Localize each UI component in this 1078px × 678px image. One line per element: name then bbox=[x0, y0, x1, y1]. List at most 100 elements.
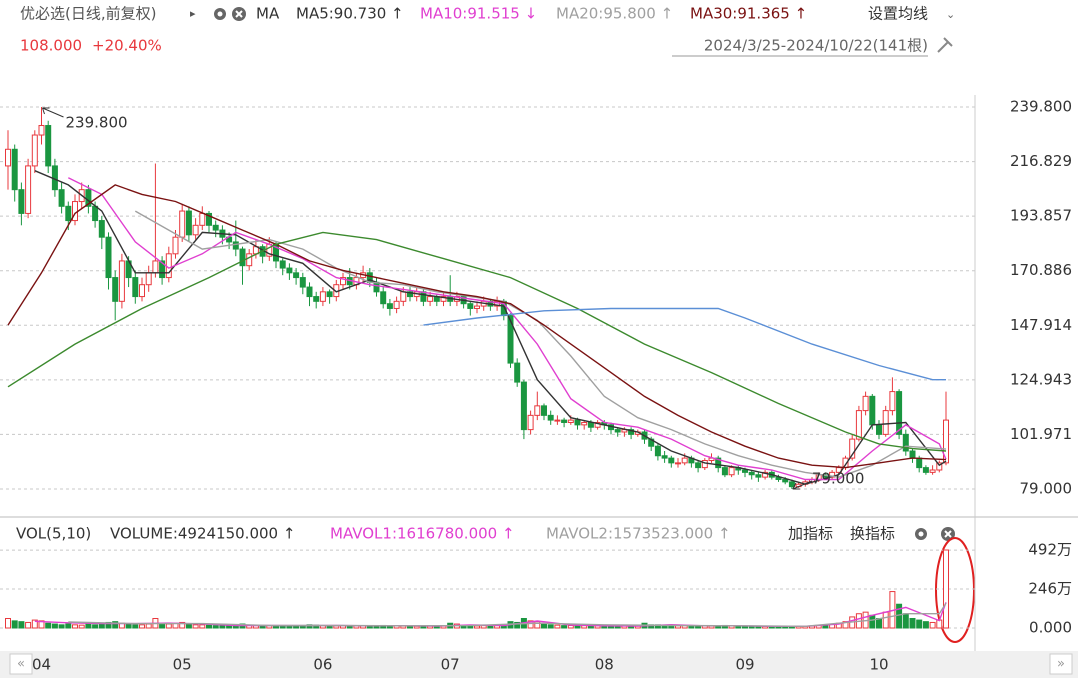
volume-bar bbox=[206, 624, 212, 629]
candle-body bbox=[715, 457, 722, 469]
date-range: 2024/3/25-2024/10/22(141根) bbox=[704, 37, 928, 55]
volume-bar bbox=[554, 624, 561, 629]
candle-body bbox=[520, 381, 527, 431]
close-icon[interactable] bbox=[232, 7, 246, 21]
candle-body bbox=[45, 125, 52, 167]
volume-bar bbox=[18, 621, 25, 629]
volume-bar bbox=[882, 611, 889, 629]
ma-label: MA bbox=[256, 5, 280, 23]
candle-body bbox=[145, 272, 152, 286]
candle-body bbox=[25, 165, 32, 214]
candle-body bbox=[340, 277, 346, 286]
candle-body bbox=[279, 260, 286, 269]
volume-bar bbox=[5, 617, 11, 629]
volume-bar bbox=[226, 625, 233, 629]
ma-settings[interactable]: 设置均线 bbox=[868, 5, 928, 23]
candle-body bbox=[380, 291, 387, 305]
y-tick-label: 79.000 bbox=[1020, 480, 1073, 498]
candle-body bbox=[159, 260, 166, 279]
ma-line bbox=[423, 307, 946, 381]
candle-body bbox=[393, 300, 400, 309]
volume-bar bbox=[139, 624, 145, 629]
candle-body bbox=[896, 391, 903, 435]
candle-body bbox=[306, 286, 313, 298]
candle-body bbox=[762, 471, 769, 478]
volume-bar bbox=[179, 621, 186, 629]
candle-body bbox=[5, 148, 11, 167]
y-tick-label: 193.857 bbox=[1010, 207, 1072, 225]
volume-bar bbox=[547, 624, 554, 629]
candle-body bbox=[65, 205, 72, 222]
highlight-ellipse bbox=[935, 537, 975, 643]
volume-bar bbox=[514, 621, 521, 629]
candle-body bbox=[675, 462, 681, 465]
volume-bar bbox=[822, 625, 829, 629]
candle-body bbox=[929, 469, 936, 473]
scroll-left[interactable] bbox=[9, 653, 33, 675]
volume-bar bbox=[587, 625, 594, 629]
x-tick-label: 09 bbox=[735, 656, 754, 674]
candle-body bbox=[855, 410, 862, 440]
switch-indicator[interactable]: 换指标 bbox=[850, 525, 895, 543]
settings-icon[interactable] bbox=[214, 8, 226, 20]
scroll-right[interactable] bbox=[1049, 653, 1073, 675]
y-tick-label: 124.943 bbox=[1010, 370, 1072, 388]
volume-bar bbox=[199, 624, 206, 629]
candle-body bbox=[594, 421, 601, 428]
x-tick-label: 05 bbox=[173, 656, 192, 674]
scrollbar[interactable] bbox=[0, 651, 1078, 678]
volume-label: VOLUME:4924150.000 ↑ bbox=[110, 525, 295, 543]
candle-body bbox=[541, 405, 547, 416]
y-tick-label: 170.886 bbox=[1010, 261, 1072, 279]
volume-bar bbox=[145, 623, 152, 629]
volume-tick-label: 246万 bbox=[1028, 580, 1072, 598]
x-tick-label: 10 bbox=[869, 656, 888, 674]
volume-legend-entry: MAVOL1:1616780.000 ↑ bbox=[330, 525, 515, 543]
volume-bar bbox=[58, 624, 65, 629]
candle-body bbox=[547, 414, 554, 421]
candle-body bbox=[239, 248, 246, 267]
volume-bar bbox=[192, 624, 199, 629]
volume-bar bbox=[85, 623, 92, 629]
candle-body bbox=[11, 148, 18, 191]
pin-icon[interactable] bbox=[937, 37, 953, 53]
scroll-left-icon[interactable]: « bbox=[17, 657, 25, 672]
candle-body bbox=[721, 467, 728, 476]
candle-body bbox=[313, 296, 320, 302]
volume-bar bbox=[11, 620, 18, 629]
volume-bar bbox=[916, 619, 923, 629]
indicator-close-icon[interactable] bbox=[941, 527, 955, 541]
candle-body bbox=[695, 462, 702, 469]
candle-body bbox=[427, 296, 434, 302]
candle-body bbox=[212, 224, 219, 231]
x-tick-label: 07 bbox=[441, 656, 460, 674]
candle-body bbox=[902, 433, 909, 452]
candle-body bbox=[614, 429, 621, 433]
expand-icon[interactable]: ▸ bbox=[190, 7, 196, 20]
candle-body bbox=[319, 291, 326, 302]
add-indicator[interactable]: 加指标 bbox=[788, 525, 833, 543]
candle-body bbox=[574, 419, 581, 426]
volume-bar bbox=[125, 623, 132, 629]
candle-body bbox=[246, 253, 253, 267]
candle-body bbox=[407, 291, 413, 298]
candle-body bbox=[373, 281, 380, 293]
ma-line bbox=[7, 184, 947, 469]
candle-body bbox=[909, 450, 916, 459]
volume-bar bbox=[480, 625, 487, 629]
indicator-settings-icon[interactable] bbox=[915, 528, 927, 540]
volume-bar bbox=[212, 625, 219, 629]
candle-body bbox=[420, 291, 427, 302]
volume-bar bbox=[31, 619, 38, 629]
scroll-right-icon[interactable]: » bbox=[1057, 657, 1065, 672]
y-tick-label: 147.914 bbox=[1010, 316, 1072, 334]
chart-title: 优必选(日线,前复权) bbox=[20, 5, 156, 23]
ma-line bbox=[7, 231, 947, 452]
max-annotation: 239.800 bbox=[66, 114, 128, 132]
candle-body bbox=[755, 474, 762, 478]
last-price: 108.000 bbox=[20, 37, 82, 55]
dropdown-icon[interactable]: ⌄ bbox=[946, 8, 955, 21]
volume-bar bbox=[541, 623, 547, 629]
volume-bar bbox=[922, 621, 929, 629]
